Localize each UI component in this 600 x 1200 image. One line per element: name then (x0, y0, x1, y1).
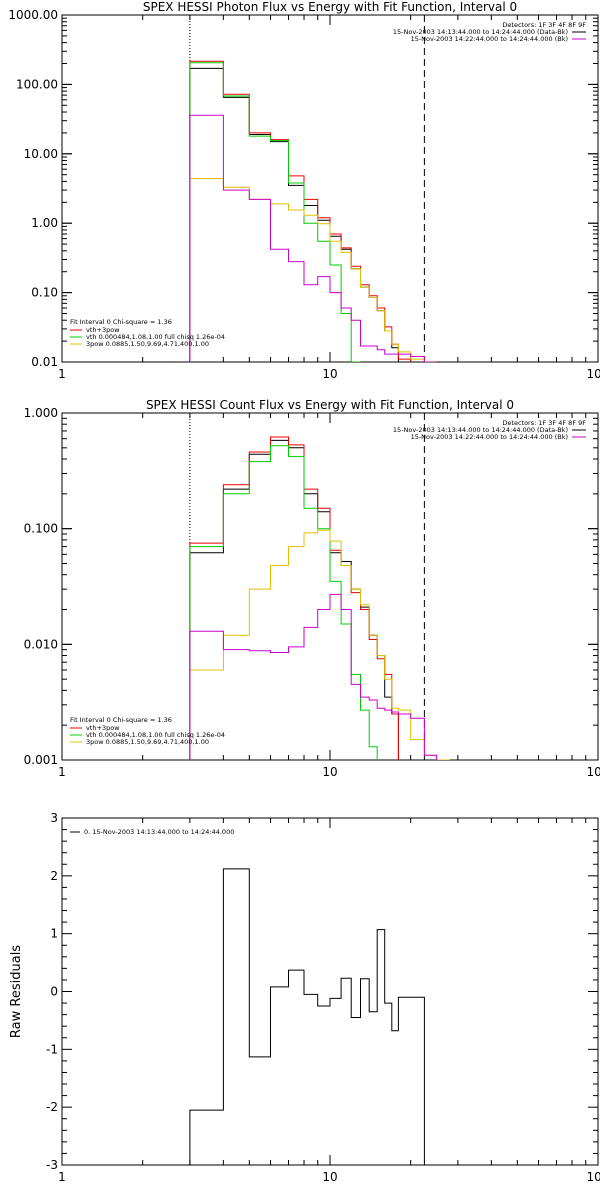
y-tick-label: 100.00 (16, 77, 58, 91)
legend-bl-header: Fit Interval 0 Chi-square = 1.36 (70, 716, 172, 724)
x-tick-label: 10 (322, 1170, 337, 1184)
series-1 (189, 67, 411, 362)
legend-bl-entry: 3pow 0.0885,1.50,9.69,4.71,400,1.00 (86, 738, 209, 746)
series-5 (189, 114, 437, 362)
series-1 (189, 439, 399, 760)
plot-frame (61, 14, 599, 363)
y-tick-label: 2 (50, 869, 58, 883)
legend-tr-entry: Detectors: 1F 3F 4F 8F 9F (502, 419, 586, 427)
x-tick-label: 1 (58, 765, 66, 779)
y-tick-label: 0 (50, 985, 58, 999)
y-tick-label: 0.010 (24, 637, 58, 651)
x-tick-label: 100 (587, 1170, 600, 1184)
x-tick-label: 10 (322, 367, 337, 381)
y-tick-label: 0.100 (24, 522, 58, 536)
chart-title: SPEX HESSI Photon Flux vs Energy with Fi… (143, 0, 517, 14)
series-3 (189, 445, 378, 760)
legend-bl-entry: vth+3pow (86, 326, 120, 334)
y-tick-label: 1000.00 (8, 8, 58, 22)
x-tick-label: 100 (587, 367, 600, 381)
y-tick-label: 1 (50, 927, 58, 941)
y-tick-label: 0.01 (31, 355, 58, 369)
x-tick-label: 1 (58, 367, 66, 381)
y-tick-label: 10.00 (24, 147, 58, 161)
legend-bl-entry: 3pow 0.0885,1.50,9.69,4.71,400,1.00 (86, 340, 209, 348)
y-tick-label: 3 (50, 811, 58, 825)
y-tick-label: -3 (46, 1158, 58, 1172)
chart-panel-3: 1 10 100 -3 -2 -1 0 1 2 3 Raw Residuals 0. 15-Nov-2… (9, 811, 600, 1184)
x-tick-label: 100 (587, 765, 600, 779)
y-tick-label: -1 (46, 1042, 58, 1056)
x-tick-label: 1 (58, 1170, 66, 1184)
plot-frame (61, 817, 599, 1166)
legend-tr-entry: 15-Nov-2003 14:22:44.000 to 14:24:44.000… (411, 35, 568, 43)
legend-tr-entry: Detectors: 1F 3F 4F 8F 9F (502, 21, 586, 29)
y-tick-label: 0.001 (24, 753, 58, 767)
series-4 (189, 529, 450, 760)
legend-tr-entry: 15-Nov-2003 14:13:44.000 to 14:24:44.000… (393, 426, 568, 434)
legend-bl-entry: vth+3pow (86, 724, 120, 732)
plot-frame (61, 412, 599, 761)
legend-bl-entry: vth 0.000484,1.08,1.00 full chisq 1.26e-… (86, 333, 225, 341)
legend-tl-entry: 0. 15-Nov-2003 14:13:44.000 to 14:24:44.… (84, 828, 234, 836)
legend-tr-entry: 15-Nov-2003 14:13:44.000 to 14:24:44.000… (393, 28, 568, 36)
legend-tr-entry: 15-Nov-2003 14:22:44.000 to 14:24:44.000… (411, 433, 568, 441)
y-tick-label: -2 (46, 1100, 58, 1114)
series-4 (189, 178, 437, 362)
y-tick-label: 1.00 (31, 216, 58, 230)
chart-title: SPEX HESSI Count Flux vs Energy with Fit… (146, 398, 514, 412)
legend-bl-entry: vth 0.000484,1.08,1.00 full chisq 1.26e-… (86, 731, 225, 739)
chart-panel-1: SPEX HESSI Photon Flux vs Energy with Fi… (8, 0, 600, 381)
y-tick-label: 1.000 (24, 406, 58, 420)
series-5 (189, 593, 438, 760)
series-1 (189, 868, 425, 1165)
series-2 (189, 436, 399, 760)
y-tick-label: 0.10 (31, 286, 58, 300)
chart-panel-2: SPEX HESSI Count Flux vs Energy with Fit… (24, 398, 600, 779)
series-2 (189, 60, 412, 362)
y-axis-label: Raw Residuals (9, 945, 24, 1038)
series-3 (189, 62, 361, 362)
x-tick-label: 10 (322, 765, 337, 779)
legend-bl-header: Fit Interval 0 Chi-square = 1.36 (70, 318, 172, 326)
